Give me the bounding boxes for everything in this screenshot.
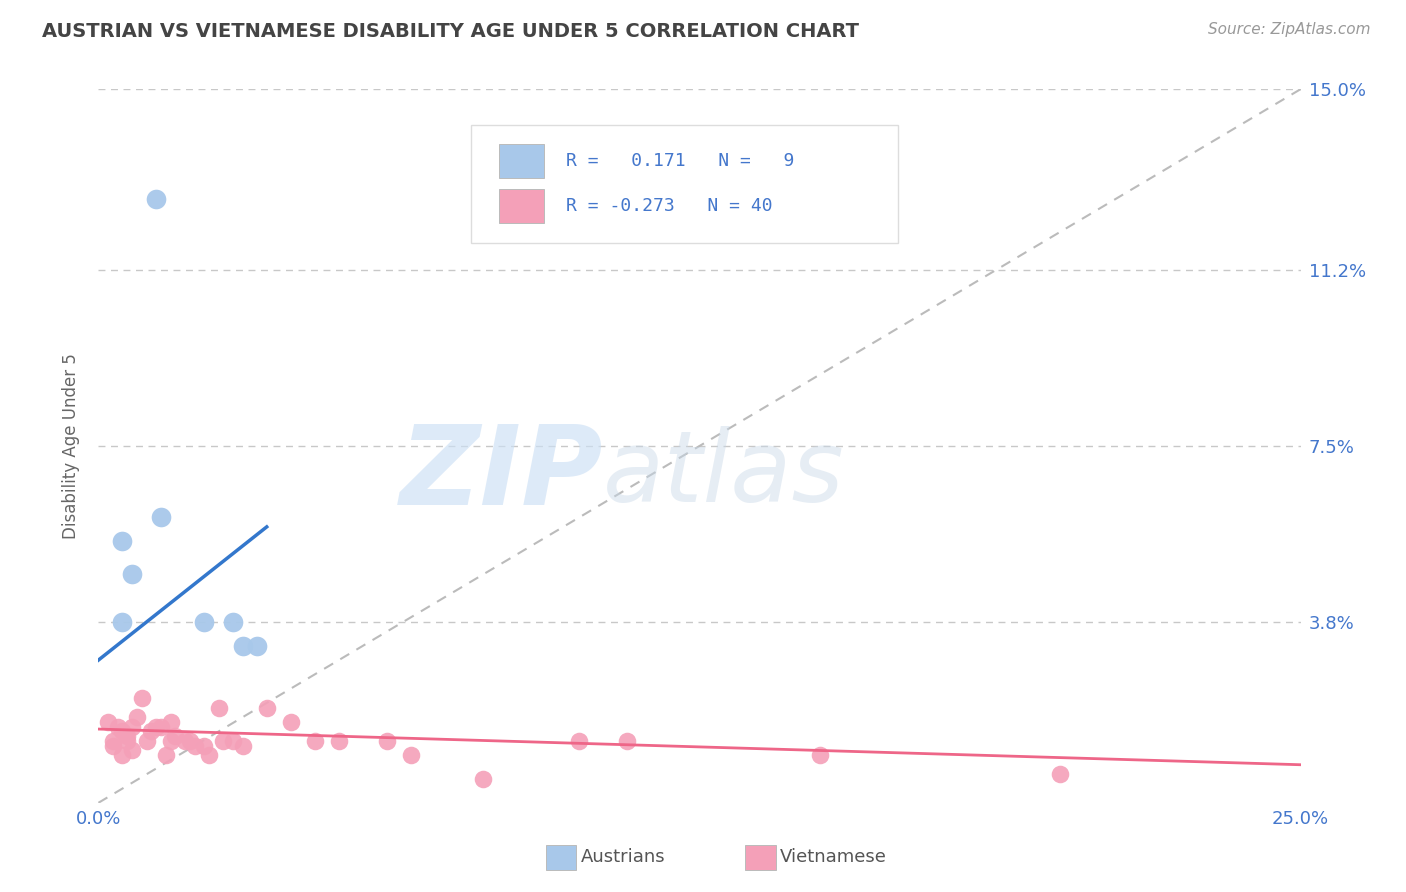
FancyBboxPatch shape [499, 145, 544, 178]
Point [280, 714, 302, 729]
Text: Source: ZipAtlas.com: Source: ZipAtlas.com [1208, 22, 1371, 37]
Point [616, 734, 638, 748]
Point [121, 743, 143, 757]
Point [222, 734, 245, 748]
Text: Vietnamese: Vietnamese [780, 848, 887, 866]
Text: AUSTRIAN VS VIETNAMESE DISABILITY AGE UNDER 5 CORRELATION CHART: AUSTRIAN VS VIETNAMESE DISABILITY AGE UN… [42, 22, 859, 41]
Point [193, 739, 215, 753]
Point [141, 724, 163, 739]
Text: R = -0.273   N = 40: R = -0.273 N = 40 [567, 197, 773, 215]
Point [165, 729, 187, 743]
Point [304, 734, 326, 748]
Point [193, 615, 215, 629]
Text: Austrians: Austrians [581, 848, 665, 866]
Point [111, 534, 134, 549]
Point [179, 734, 201, 748]
Point [135, 734, 157, 748]
Point [149, 510, 172, 524]
Point [256, 700, 278, 714]
Point [328, 734, 350, 748]
Point [97, 714, 120, 729]
Point [145, 192, 167, 206]
Point [131, 691, 153, 706]
Text: R =   0.171   N =   9: R = 0.171 N = 9 [567, 153, 794, 170]
Point [121, 720, 143, 734]
Point [159, 714, 181, 729]
Point [212, 734, 235, 748]
Point [117, 734, 139, 748]
Point [107, 720, 129, 734]
Point [232, 739, 254, 753]
Point [399, 748, 422, 763]
Text: ZIP: ZIP [399, 421, 603, 528]
Y-axis label: Disability Age Under 5: Disability Age Under 5 [62, 353, 80, 539]
Point [101, 734, 124, 748]
Point [1049, 767, 1071, 781]
Text: atlas: atlas [603, 426, 845, 523]
Point [198, 748, 221, 763]
Point [174, 734, 197, 748]
Point [111, 724, 134, 739]
Point [117, 729, 139, 743]
Point [208, 700, 231, 714]
Point [101, 739, 124, 753]
Point [111, 615, 134, 629]
Point [232, 639, 254, 653]
Point [183, 739, 205, 753]
Point [472, 772, 495, 786]
Point [155, 748, 177, 763]
Point [808, 748, 831, 763]
FancyBboxPatch shape [499, 189, 544, 223]
Point [222, 615, 245, 629]
Point [159, 734, 181, 748]
FancyBboxPatch shape [471, 125, 898, 243]
Point [246, 639, 269, 653]
Point [568, 734, 591, 748]
Point [145, 720, 167, 734]
Point [149, 720, 172, 734]
Point [375, 734, 398, 748]
Point [121, 567, 143, 582]
Point [111, 748, 134, 763]
Point [125, 710, 148, 724]
